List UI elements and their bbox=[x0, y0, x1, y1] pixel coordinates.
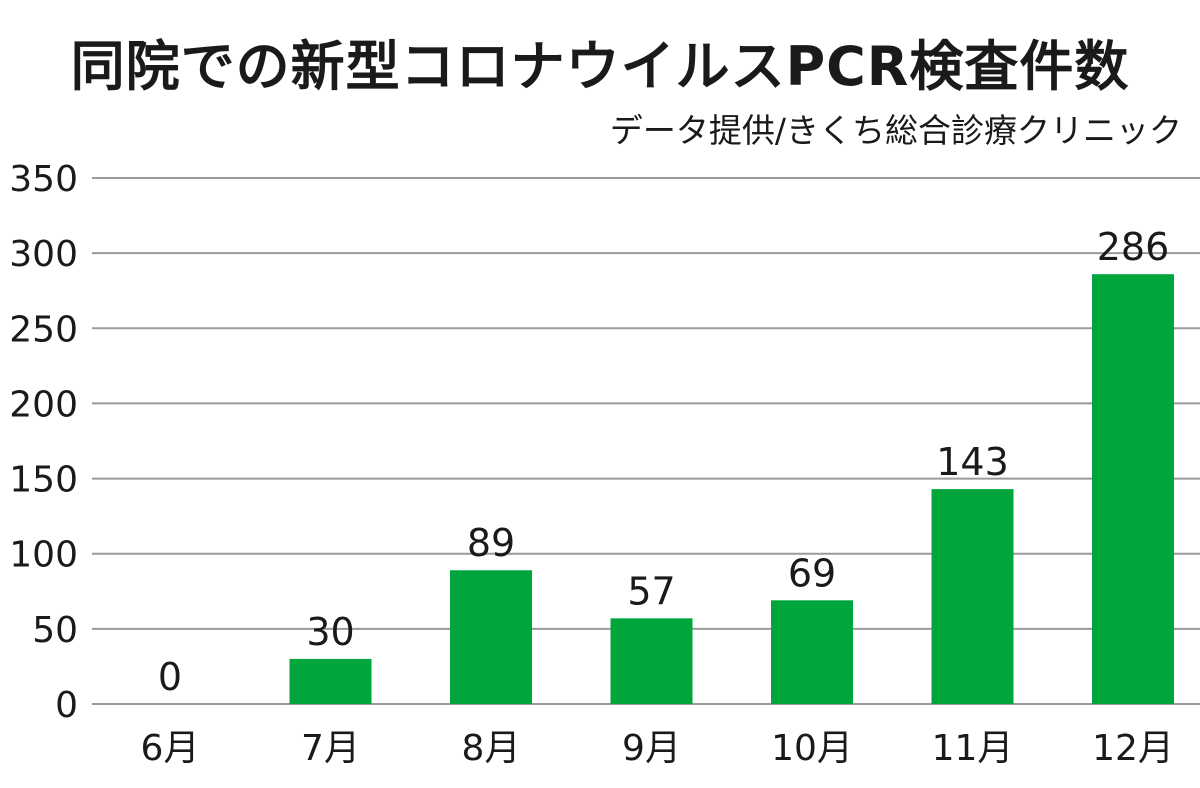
bar bbox=[610, 618, 693, 704]
x-tick-label: 12月 bbox=[1092, 728, 1174, 769]
y-tick-label: 300 bbox=[9, 234, 78, 275]
chart-title: 同院での新型コロナウイルスPCR検査件数 bbox=[70, 35, 1130, 98]
bar bbox=[1092, 274, 1174, 704]
data-label: 143 bbox=[936, 440, 1009, 484]
y-tick-label: 50 bbox=[32, 610, 78, 651]
y-tick-label: 100 bbox=[9, 535, 78, 576]
x-tick-label: 6月 bbox=[141, 728, 200, 769]
data-label: 57 bbox=[627, 569, 675, 613]
bar bbox=[450, 570, 532, 704]
data-label: 286 bbox=[1097, 225, 1170, 269]
y-tick-label: 250 bbox=[9, 309, 78, 350]
data-label: 30 bbox=[306, 610, 354, 654]
x-tick-label: 9月 bbox=[622, 728, 681, 769]
bar bbox=[931, 489, 1014, 704]
x-tick-label: 11月 bbox=[932, 728, 1014, 769]
x-tick-label: 10月 bbox=[771, 728, 853, 769]
data-label: 0 bbox=[158, 655, 182, 699]
chart-subtitle: データ提供/きくち総合診療クリニック bbox=[609, 111, 1182, 150]
y-tick-label: 150 bbox=[9, 460, 78, 501]
x-tick-label: 8月 bbox=[462, 728, 521, 769]
y-tick-label: 350 bbox=[9, 159, 78, 200]
y-tick-label: 0 bbox=[55, 685, 78, 726]
data-label: 69 bbox=[788, 551, 836, 595]
y-tick-label: 200 bbox=[9, 384, 78, 425]
bar bbox=[771, 600, 853, 704]
x-tick-label: 7月 bbox=[301, 728, 360, 769]
data-label: 89 bbox=[467, 521, 515, 565]
bar bbox=[289, 658, 372, 704]
